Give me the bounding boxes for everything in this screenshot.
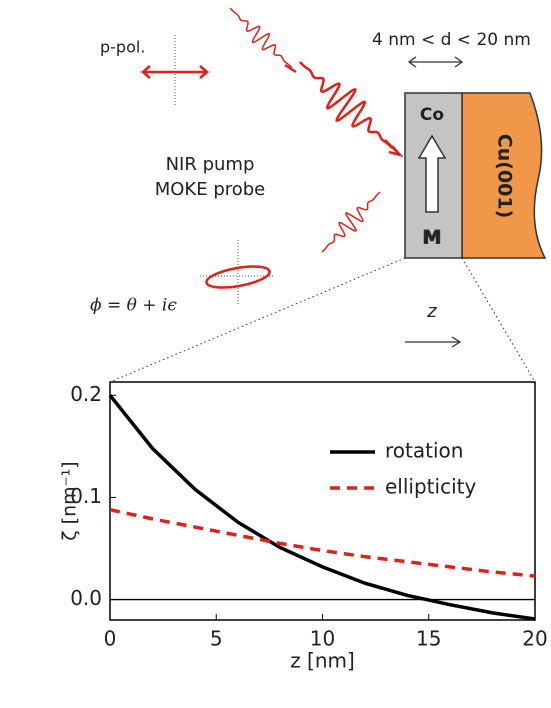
zoom-lines	[110, 258, 535, 382]
probe-label: MOKE probe	[155, 179, 266, 200]
m-label: M	[423, 227, 442, 249]
x-axis-label: z [nm]	[290, 649, 355, 673]
pol-axes	[140, 35, 210, 105]
thickness-label: 4 nm < d < 20 nm	[372, 30, 531, 50]
wave-packet	[300, 62, 392, 148]
wave-packet	[322, 192, 380, 252]
z-label: z	[426, 301, 437, 322]
co-label: Co	[420, 105, 444, 125]
plot-frame	[110, 382, 535, 620]
y-axis-label: ζ [nm⁻¹]	[59, 461, 81, 540]
figure: Co M Cu(001) 4 nm < d < 20 nm p-pol. NIR…	[0, 0, 551, 704]
x-tick-label: 10	[310, 627, 335, 651]
x-tick-label: 0	[104, 627, 117, 651]
y-tick-label: 0.0	[70, 586, 102, 610]
legend-label: rotation	[385, 439, 463, 463]
series-line	[110, 395, 535, 619]
formula: ϕ = θ + iϵ	[90, 296, 177, 316]
y-tick-label: 0.2	[70, 382, 102, 406]
cu-label: Cu(001)	[494, 134, 516, 219]
polarization-label: p-pol.	[100, 38, 145, 57]
legend-label: ellipticity	[385, 475, 476, 499]
wave-packet	[230, 8, 292, 68]
p-pol-arrow	[143, 66, 207, 78]
x-tick-label: 5	[210, 627, 223, 651]
x-tick-label: 15	[416, 627, 441, 651]
x-tick-label: 20	[522, 627, 547, 651]
pump-label: NIR pump	[166, 154, 255, 175]
z-arrow	[405, 337, 460, 347]
ellipse-axes	[200, 240, 275, 305]
